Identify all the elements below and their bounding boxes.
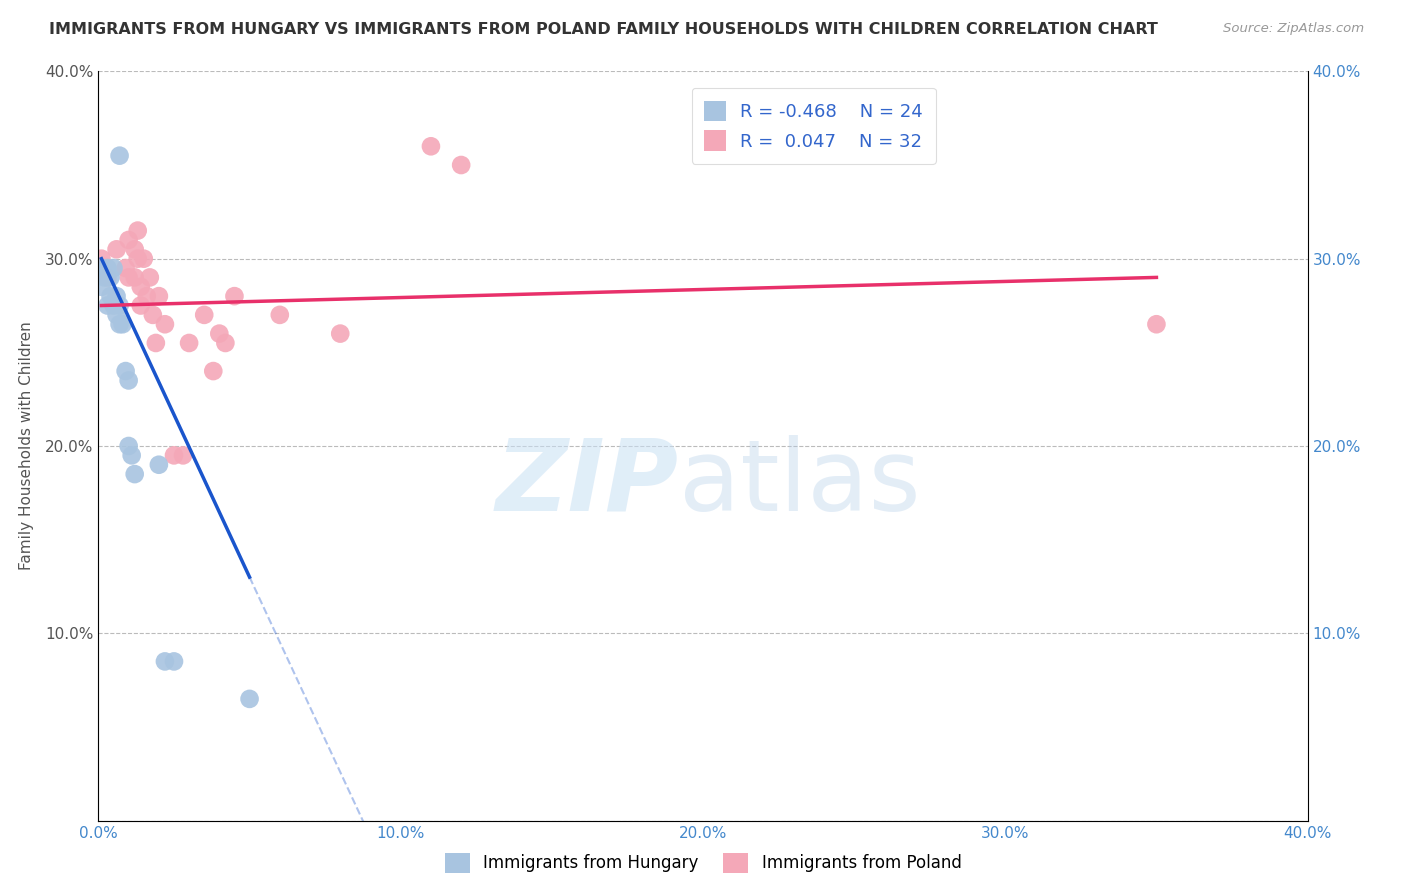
Point: [208, 326, 231, 341]
Point: [90, 252, 112, 266]
Point: [105, 289, 128, 303]
Point: [96, 261, 118, 276]
Point: [127, 252, 149, 266]
Point: [145, 336, 167, 351]
Point: [114, 261, 136, 276]
Point: [153, 318, 176, 332]
Point: [103, 261, 125, 276]
Point: [153, 655, 176, 669]
Point: [224, 289, 246, 303]
Point: [1144, 318, 1167, 332]
Point: [127, 223, 149, 237]
Point: [111, 318, 134, 332]
Point: [90, 280, 112, 294]
Point: [193, 308, 215, 322]
Point: [135, 289, 157, 303]
Text: IMMIGRANTS FROM HUNGARY VS IMMIGRANTS FROM POLAND FAMILY HOUSEHOLDS WITH CHILDRE: IMMIGRANTS FROM HUNGARY VS IMMIGRANTS FR…: [49, 22, 1159, 37]
Point: [90, 261, 112, 276]
Point: [179, 336, 201, 351]
Point: [124, 467, 146, 482]
Point: [142, 308, 165, 322]
Legend: Immigrants from Hungary, Immigrants from Poland: Immigrants from Hungary, Immigrants from…: [437, 847, 969, 880]
Legend: R = -0.468    N = 24, R =  0.047    N = 32: R = -0.468 N = 24, R = 0.047 N = 32: [692, 88, 936, 164]
Point: [118, 439, 141, 453]
Point: [129, 298, 152, 313]
Point: [114, 364, 136, 378]
Point: [132, 252, 155, 266]
Point: [214, 336, 236, 351]
Point: [96, 270, 118, 285]
Point: [148, 458, 170, 472]
Point: [121, 449, 143, 463]
Point: [329, 326, 352, 341]
Point: [108, 318, 131, 332]
Point: [103, 298, 125, 313]
Point: [239, 692, 262, 706]
Text: atlas: atlas: [679, 435, 921, 532]
Point: [105, 243, 128, 257]
Point: [139, 270, 162, 285]
Point: [118, 374, 141, 388]
Point: [124, 270, 146, 285]
Point: [172, 449, 194, 463]
Point: [96, 298, 118, 313]
Point: [108, 298, 131, 313]
Point: [118, 270, 141, 285]
Point: [163, 449, 186, 463]
Point: [100, 270, 122, 285]
Y-axis label: Family Households with Children: Family Households with Children: [18, 322, 34, 570]
Point: [124, 243, 146, 257]
Point: [202, 364, 225, 378]
Point: [108, 149, 131, 163]
Point: [163, 655, 186, 669]
Point: [420, 139, 443, 153]
Point: [118, 233, 141, 247]
Point: [93, 270, 115, 285]
Text: Source: ZipAtlas.com: Source: ZipAtlas.com: [1223, 22, 1364, 36]
Point: [105, 308, 128, 322]
Text: ZIP: ZIP: [496, 435, 679, 532]
Point: [148, 289, 170, 303]
Point: [100, 289, 122, 303]
Point: [129, 280, 152, 294]
Point: [269, 308, 291, 322]
Point: [450, 158, 472, 172]
